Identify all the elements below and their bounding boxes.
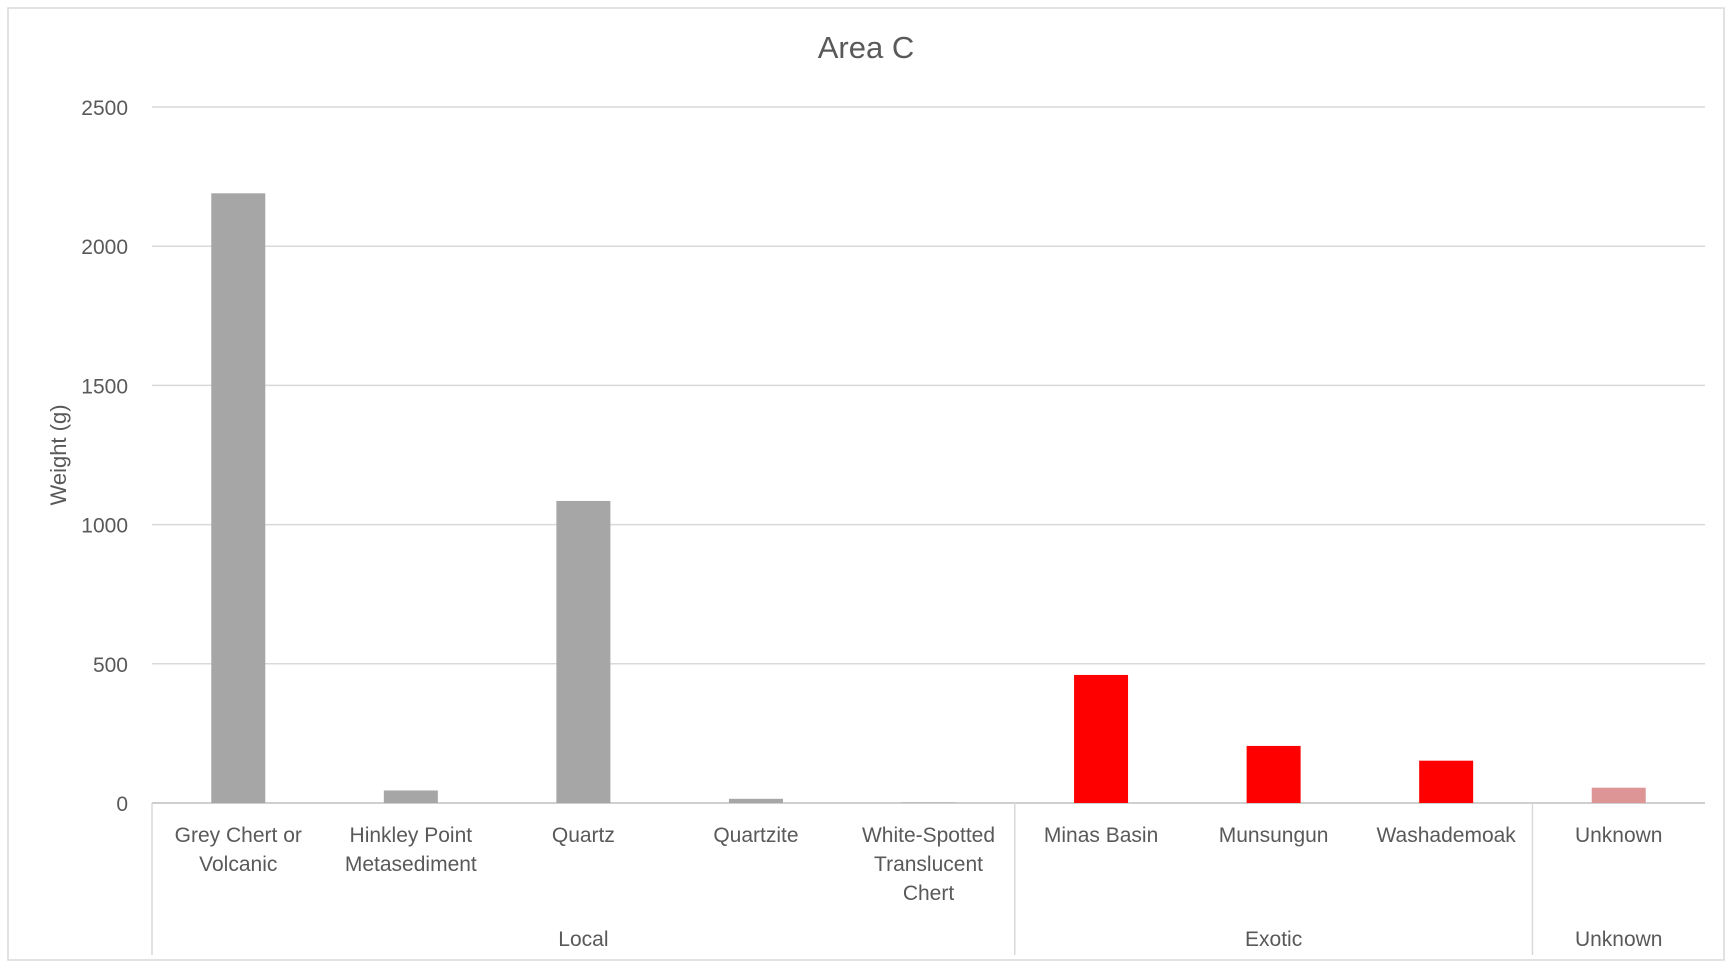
y-tick-label: 1000 — [81, 515, 128, 538]
bar — [1419, 760, 1474, 803]
y-tick-label: 2000 — [81, 236, 128, 259]
x-tick-label: Unknown — [1575, 824, 1663, 847]
x-tick-label: Quartz — [552, 824, 615, 847]
bar — [211, 193, 266, 803]
y-tick-label: 500 — [93, 654, 128, 677]
x-tick-label: Grey Chert or Volcanic — [175, 824, 302, 876]
chart-border — [7, 7, 1725, 961]
bar — [1591, 787, 1646, 803]
x-tick-label: Minas Basin — [1044, 824, 1158, 847]
x-tick-label: Hinkley Point Metasediment — [345, 824, 477, 876]
y-tick-label: 2500 — [81, 97, 128, 120]
x-tick-label: White-Spotted Translucent Chert — [862, 824, 995, 905]
y-axis-ticks: 0 500 1000 1500 2000 2500 — [81, 97, 128, 816]
bars — [211, 193, 1646, 803]
x-tick-label: Washademoak — [1377, 824, 1517, 847]
x-axis-group-labels: Local Exotic Unknown — [151, 803, 1663, 955]
x-axis-category-labels: Grey Chert or Volcanic Hinkley Point Metase… — [175, 824, 1663, 905]
group-label: Exotic — [1245, 928, 1302, 951]
y-axis-label: Weight (g) — [46, 404, 71, 505]
bar — [556, 500, 611, 803]
bar — [1074, 674, 1129, 803]
bar — [728, 798, 783, 803]
bar — [901, 802, 956, 803]
x-tick-label: Munsungun — [1219, 824, 1329, 847]
bar — [383, 790, 438, 803]
group-label: Unknown — [1575, 928, 1663, 951]
x-tick-label: Quartzite — [713, 824, 798, 847]
group-label: Local — [558, 928, 608, 951]
chart-title: Area C — [818, 30, 914, 65]
bar — [1246, 745, 1301, 803]
y-tick-label: 0 — [116, 793, 128, 816]
y-tick-label: 1500 — [81, 375, 128, 398]
